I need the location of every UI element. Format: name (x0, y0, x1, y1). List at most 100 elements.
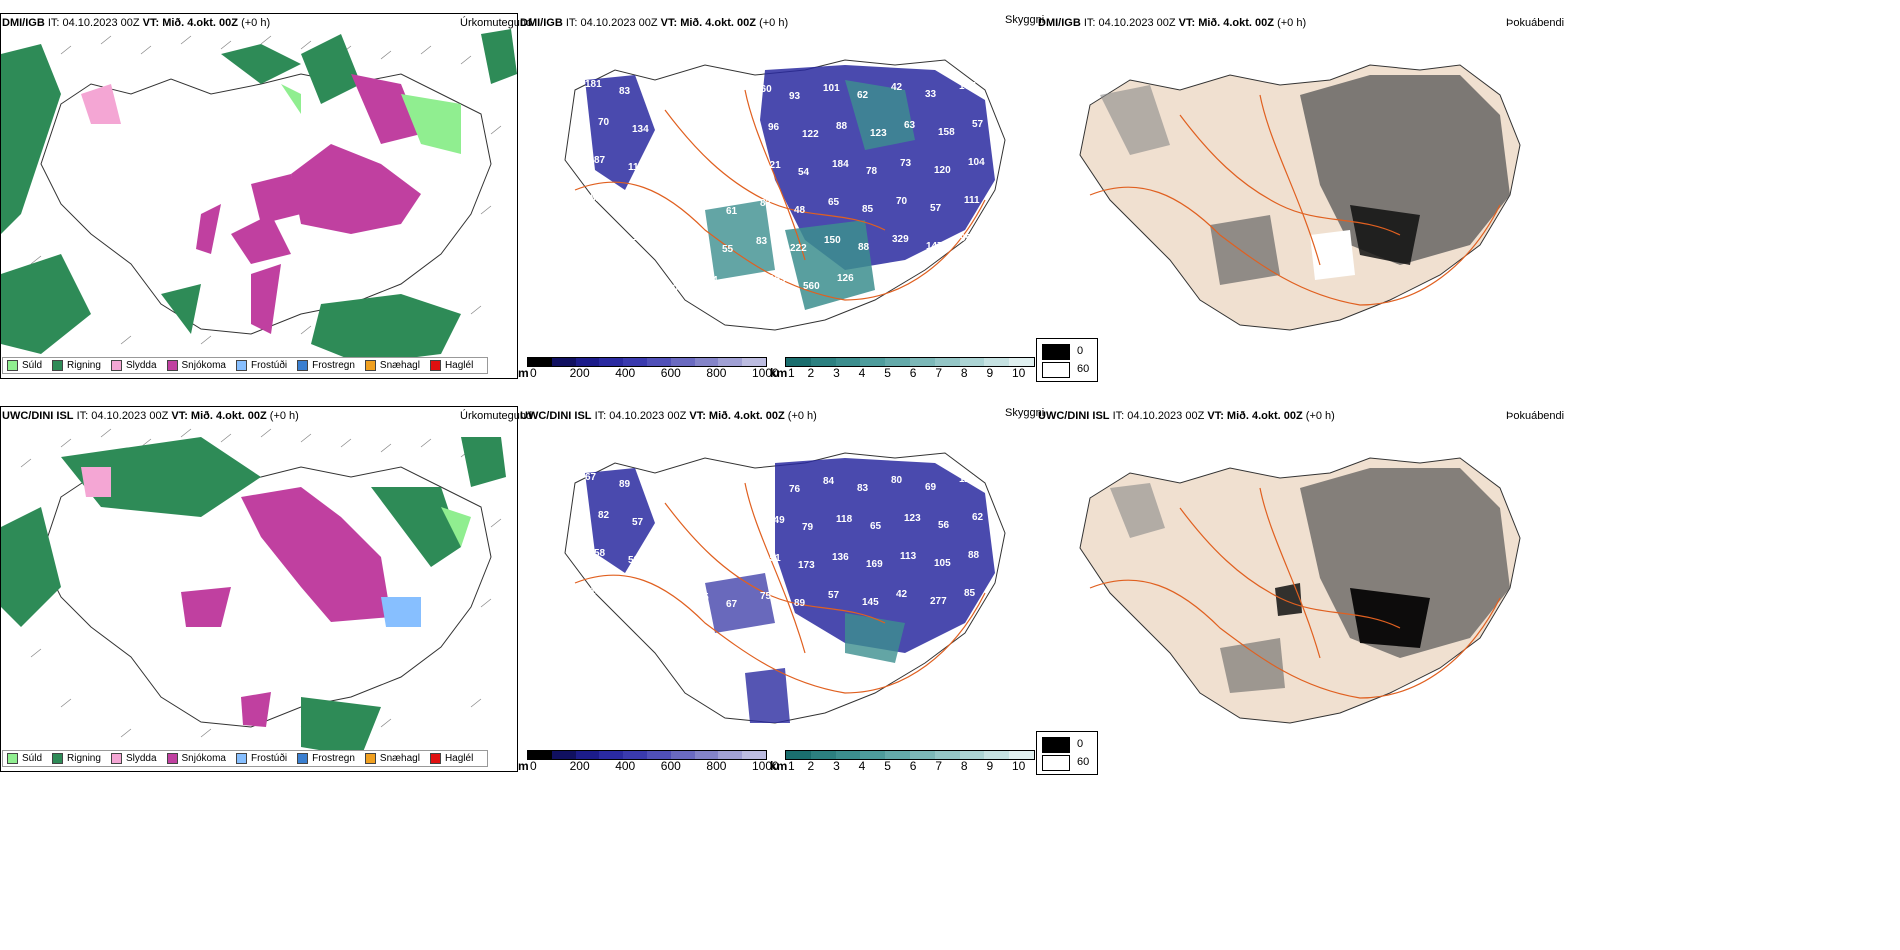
legend-swatch (166, 753, 178, 764)
legend-swatch (7, 753, 18, 764)
colorbar-segment (984, 751, 1010, 759)
colorbar-segment (742, 751, 766, 759)
cloud-base-value: 70 (896, 196, 908, 207)
cloud-base-value: 87 (594, 155, 606, 166)
colorbar-tick: 8 (960, 366, 968, 380)
cloud-base-value: 86 (620, 631, 632, 642)
colorbar-tick: 7 (935, 366, 943, 380)
cloud-base-value: 58 (594, 548, 606, 559)
cloud-base-value: 126 (837, 273, 854, 284)
fog-legend-value: 60 (1077, 756, 1090, 768)
cloud-base-value: 301 (667, 283, 684, 294)
colorbar-segment (575, 751, 600, 759)
legend-item: Snjókoma (166, 753, 226, 764)
cloud-base-value: 137 (599, 269, 616, 280)
legend-item: Snæhagl (364, 753, 420, 764)
cloud-base-value: 150 (824, 235, 841, 246)
cloud-base-value: 120 (934, 165, 951, 176)
cloud-base-value: 63 (904, 120, 916, 131)
model-name: DMI/IGB (2, 17, 45, 29)
cloud-base-value: 158 (938, 127, 955, 138)
cloud-base-value: 78 (688, 237, 700, 248)
cloud-base-value: 67 (726, 599, 738, 610)
cloud-base-value: 88 (968, 550, 980, 561)
cloud-base-value: 70 (598, 117, 610, 128)
cloud-base-value: 55 (722, 244, 734, 255)
legend-item: Snæhagl (364, 360, 420, 371)
legend-item: Frostúði (235, 360, 287, 371)
colorbar-segment (934, 358, 960, 366)
legend-swatch (235, 360, 247, 371)
cloud-base-value: 83 (857, 483, 869, 494)
legend-swatch (364, 360, 376, 371)
cloud-base-value: 101 (823, 83, 840, 94)
header-top-fog: DMI/IGB IT: 04.10.2023 00Z VT: Mið. 4.ok… (1038, 17, 1307, 29)
cloud-base-value: 84 (823, 476, 835, 487)
colorbar-tick: 5 (884, 366, 891, 380)
cloud-base-value: 134 (632, 124, 649, 135)
cloud-base-value: 224 (633, 276, 650, 287)
colorbar-segment (860, 751, 886, 759)
colorbar-segment (786, 751, 811, 759)
cloud-base-value: 181 (585, 79, 602, 90)
cloud-base-value: 277 (930, 596, 947, 607)
colorbar-tick: 2 (807, 366, 815, 380)
cloud-base-value: 95 (960, 233, 972, 244)
legend-item: Súld (7, 753, 42, 764)
legend-swatch (429, 360, 441, 371)
colorbar-segment (670, 358, 695, 366)
colorbar-tick: 1 (788, 759, 795, 773)
header-bottom-precip: UWC/DINI ISL IT: 04.10.2023 00Z VT: Mið.… (2, 410, 299, 422)
colorbar-segment (551, 751, 576, 759)
cloud-base-value: 52 (628, 555, 640, 566)
precip-legend-bottom: Súld Rigning Slydda Snjókoma Frostúði Fr… (2, 750, 489, 767)
colorbar-segment (835, 751, 861, 759)
colorbar-segment (984, 358, 1010, 366)
header-top-visibility: DMI/IGB IT: 04.10.2023 00Z VT: Mið. 4.ok… (520, 17, 789, 29)
cloud-base-value: 73 (900, 158, 912, 169)
colorbar-tick: 400 (615, 366, 636, 380)
fog-legend-swatch-white (1042, 362, 1070, 378)
fog-legend-value: 60 (1077, 363, 1090, 375)
colorbar-tick: 2 (807, 759, 815, 773)
fog-map-bottom (1079, 457, 1521, 724)
cloud-base-value: 90 (687, 478, 699, 489)
cloud-base-value: 147 (926, 241, 943, 252)
cloud-base-value: 105 (934, 558, 951, 569)
colorbar-segment (599, 358, 624, 366)
legend-swatch (429, 753, 441, 764)
cloud-base-value: 67 (585, 472, 597, 483)
cloud-base-value: 169 (866, 559, 883, 570)
cloud-base-value: 118 (836, 514, 853, 525)
cloud-base-value: 89 (794, 598, 806, 609)
fog-legend-top: 0 60 (1036, 338, 1098, 382)
colorbar-segment (934, 751, 960, 759)
cloud-base-value: 111 (964, 195, 980, 206)
cloud-base-value: 67 (734, 523, 746, 534)
colorbar-segment (810, 358, 836, 366)
colorbar-tick: 0 (530, 759, 537, 773)
colorbar-height-bottom (527, 750, 767, 760)
precip-type-panel-bottom (0, 406, 518, 772)
cloud-base-value: 83 (760, 198, 772, 209)
cloud-base-value: 314 (735, 282, 752, 293)
cloud-base-value: 136 (832, 552, 849, 563)
cloud-base-value: 74 (755, 477, 767, 488)
colorbar-segment (885, 358, 910, 366)
legend-swatch (110, 753, 122, 764)
colorbar-tick: 4 (858, 366, 866, 380)
colorbar-segment (742, 358, 766, 366)
colorbar-segment (1009, 751, 1034, 759)
cloud-base-value: 53 (696, 554, 708, 565)
fog-legend-swatch-white (1042, 755, 1070, 771)
colorbar-km-top (785, 357, 1035, 367)
colorbar-segment (623, 358, 647, 366)
cloud-base-value: 149 (768, 515, 785, 526)
cloud-base-value: 222 (790, 243, 807, 254)
legend-swatch (297, 360, 309, 371)
legend-item: Haglél (429, 360, 473, 371)
cloud-base-value: 178 (734, 130, 751, 141)
colorbar-segment (860, 358, 886, 366)
cloud-base-value: 173 (662, 169, 679, 180)
colorbar-tick: 4 (858, 759, 866, 773)
